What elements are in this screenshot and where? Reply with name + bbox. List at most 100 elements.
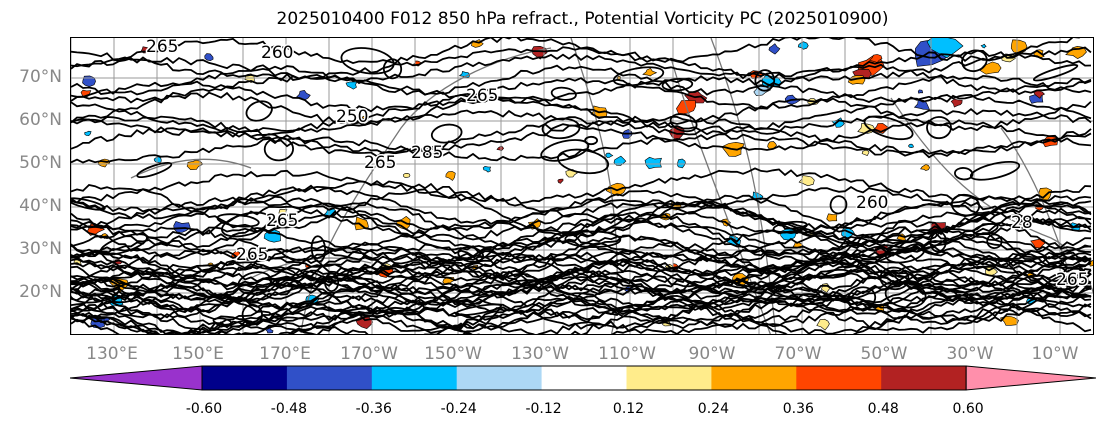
- refractivity-contour: [71, 115, 1092, 155]
- pv-shaded-region: [396, 216, 411, 230]
- lat-label: 40°N: [19, 196, 62, 216]
- contour-label: 260: [261, 43, 293, 63]
- refractivity-contour: [71, 297, 1092, 334]
- refractivity-contour: [310, 235, 327, 263]
- refractivity-contour: [71, 283, 1092, 334]
- lat-label: 20°N: [19, 282, 62, 302]
- refractivity-contour: [669, 113, 698, 133]
- refractivity-contour: [71, 291, 1092, 334]
- refractivity-contour: [541, 117, 581, 140]
- lon-label: 10°W: [1031, 344, 1079, 364]
- map-panel: 265 260 265 250 265 265 260 265 28 265 285: [70, 37, 1094, 335]
- refractivity-contour: [847, 286, 877, 311]
- refractivity-contour: [71, 49, 1092, 82]
- refractivity-contour: [961, 49, 988, 73]
- pv-shaded-region: [676, 158, 686, 169]
- colorbar-segment: [796, 366, 882, 390]
- contour-label: 265: [1056, 270, 1088, 290]
- lon-label: 90°W: [688, 344, 736, 364]
- refractivity-contour: [71, 287, 1092, 334]
- pv-shaded-region: [896, 233, 907, 241]
- pv-shaded-region: [265, 327, 274, 334]
- lat-label: 50°N: [19, 153, 62, 173]
- refractivity-contour: [71, 251, 1092, 309]
- colorbar-tick-label: -0.36: [355, 401, 392, 417]
- pv-shaded-region: [797, 41, 809, 50]
- colorbar-segment: [456, 366, 543, 390]
- pv-shaded-region: [97, 158, 111, 168]
- pv-shaded-region: [869, 54, 883, 63]
- refractivity-contour: [71, 167, 1092, 205]
- refractivity-contour: [71, 207, 1092, 276]
- pv-shaded-region: [768, 43, 781, 55]
- refractivity-contour: [540, 139, 590, 162]
- colorbar-tick-label: 0.24: [697, 401, 729, 417]
- lon-label: 30°W: [946, 344, 994, 364]
- lon-label: 70°W: [774, 344, 822, 364]
- pv-shaded-region: [826, 213, 838, 222]
- refractivity-contour: [564, 230, 622, 249]
- colorbar-extend-min: [70, 365, 203, 391]
- colorbar-tick-label: 0.60: [952, 401, 984, 417]
- refractivity-contour: [382, 58, 403, 80]
- colorbar-segment: [286, 366, 373, 390]
- refractivity-contour: [954, 167, 974, 181]
- refractivity-contour: [71, 108, 1092, 138]
- refractivity-contour: [263, 136, 294, 162]
- lon-label: 50°W: [860, 344, 908, 364]
- refractivity-contour: [612, 66, 665, 87]
- pv-shaded-region: [917, 89, 924, 94]
- refractivity-contour: [71, 46, 1092, 82]
- pv-shaded-region: [186, 159, 204, 171]
- pv-shaded-region: [816, 318, 830, 331]
- refractivity-contour: [71, 236, 1092, 291]
- refractivity-contour: [71, 196, 1092, 243]
- refractivity-contour: [557, 148, 610, 175]
- contour-label: 250: [336, 107, 368, 127]
- colorbar: [70, 365, 1096, 391]
- refractivity-contour: [166, 293, 1092, 334]
- refractivity-contour: [950, 193, 981, 217]
- refractivity-contour: [457, 246, 484, 263]
- colorbar-tick-label: -0.60: [185, 401, 223, 417]
- refractivity-contour: [829, 195, 848, 215]
- refractivity-contour: [884, 281, 927, 309]
- refractivity-contour: [584, 135, 598, 146]
- refractivity-contour: [969, 160, 1021, 181]
- refractivity-contour: [71, 279, 121, 304]
- contour-label: 265: [146, 38, 178, 57]
- map-title: 2025010400 F012 850 hPa refract., Potent…: [276, 9, 889, 29]
- refractivity-contour: [926, 116, 952, 140]
- colorbar-tick-label: 0.48: [867, 401, 899, 417]
- temperature-contour: [130, 158, 252, 179]
- refractivity-contour: [71, 119, 1092, 158]
- pv-shaded-region: [980, 43, 987, 49]
- colorbar-segment: [711, 366, 797, 390]
- refractivity-contour: [241, 303, 263, 326]
- pv-shaded-region: [403, 172, 411, 179]
- refractivity-contour: [71, 243, 1092, 300]
- pv-shaded-region: [557, 178, 564, 184]
- pv-shaded-region: [908, 143, 914, 149]
- pv-shaded-region: [644, 156, 662, 170]
- pv-shaded-region: [482, 165, 492, 173]
- refractivity-contour: [99, 233, 148, 256]
- refractivity-contour: [71, 276, 1092, 321]
- contour-label: 260: [856, 193, 888, 213]
- colorbar-extend-max: [965, 365, 1096, 391]
- refractivity-contour: [71, 225, 1092, 293]
- lon-label: 150°E: [172, 344, 224, 364]
- refractivity-contour: [71, 74, 1092, 113]
- refractivity-contour: [212, 317, 233, 326]
- map-plot: 265 260 265 250 265 265 260 265 28 265 285: [71, 38, 1093, 334]
- pv-shaded-region: [84, 130, 92, 137]
- refractivity-contour: [221, 211, 271, 238]
- refractivity-contour: [972, 222, 999, 236]
- lat-label: 60°N: [19, 110, 62, 130]
- colorbar-segment: [881, 366, 967, 390]
- pv-shaded-region: [445, 171, 456, 181]
- contour-label: 265: [236, 245, 268, 265]
- refractivity-contour: [245, 100, 273, 122]
- colorbar-tick-label: 0.36: [782, 401, 814, 417]
- refractivity-contour: [71, 63, 1092, 96]
